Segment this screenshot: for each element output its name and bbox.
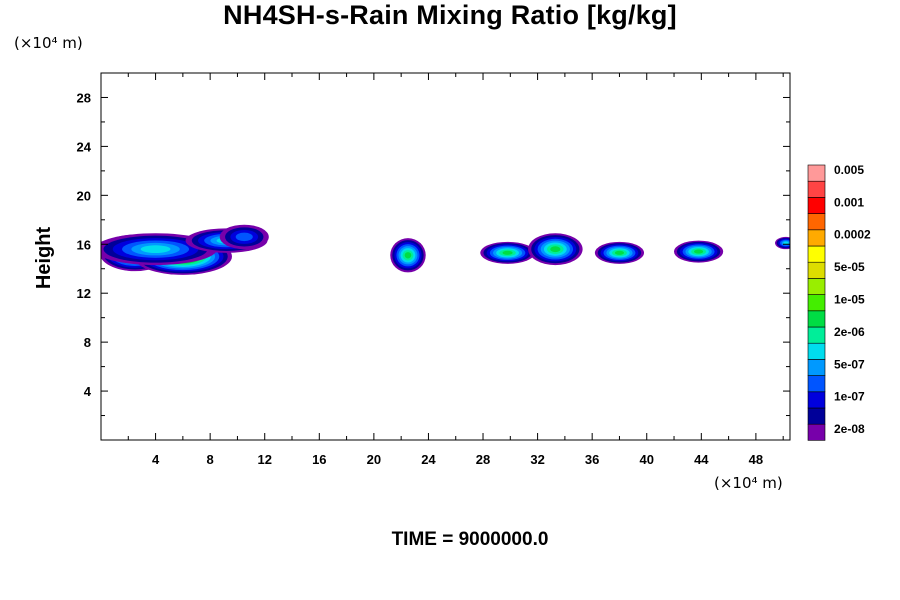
colorbar-swatch: [807, 310, 826, 328]
field-blob: [674, 240, 724, 263]
contour-level: [404, 252, 412, 259]
colorbar-swatch: [807, 213, 826, 231]
chart-title: NH4SH-s-Rain Mixing Ratio [kg/kg]: [223, 0, 677, 30]
field-blob: [219, 224, 269, 250]
colorbar-swatch: [807, 423, 826, 441]
axis-ticks: [101, 73, 790, 440]
colorbar-swatch: [807, 359, 826, 376]
contour-level: [550, 246, 561, 253]
contour-level: [235, 232, 253, 242]
y-tick-label: 28: [77, 90, 91, 105]
y-unit-label: (×10⁴ m): [14, 34, 83, 52]
x-tick-label: 36: [585, 452, 599, 467]
colorbar-swatch: [807, 342, 826, 360]
x-tick-label: 4: [152, 452, 160, 467]
x-tick-label: 24: [421, 452, 436, 467]
field-blob: [774, 236, 790, 250]
colorbar-swatch: [807, 164, 826, 182]
colorbar-swatch: [807, 278, 826, 295]
colorbar-swatch: [807, 326, 826, 344]
colorbar-label: 2e-06: [834, 325, 865, 339]
y-tick-label: 4: [84, 384, 92, 399]
field-blob: [101, 233, 217, 266]
colorbar-label: 5e-05: [834, 260, 865, 274]
field-blob: [390, 238, 426, 273]
field-blob: [594, 241, 645, 264]
contour-level: [140, 245, 171, 254]
colorbar-swatch: [807, 407, 826, 425]
field-blob: [528, 233, 583, 266]
colorbar: 2e-08 1e-07 5e-07 2e-06 1e-05 5e-05 0.0002 0.00…: [807, 163, 871, 441]
contour-level: [694, 249, 704, 254]
colorbar-swatch: [807, 245, 826, 263]
contour-level: [614, 250, 625, 255]
y-axis-title: Height: [33, 227, 55, 290]
x-unit-label: (×10⁴ m): [714, 474, 783, 492]
y-tick-label: 8: [84, 335, 91, 350]
x-tick-label: 16: [312, 452, 326, 467]
colorbar-label: 1e-07: [834, 390, 865, 404]
x-tick-labels: 4 8 12 16 20 24 28 32 36 40 44 48: [152, 452, 763, 467]
x-tick-label: 40: [640, 452, 654, 467]
contour-level: [502, 250, 513, 255]
x-tick-label: 48: [749, 452, 763, 467]
x-tick-label: 32: [530, 452, 544, 467]
colorbar-label: 0.005: [834, 163, 864, 177]
plot-frame: [100, 72, 791, 441]
colorbar-swatch: [807, 391, 826, 409]
colorbar-label: 0.0002: [834, 228, 871, 242]
y-tick-label: 20: [77, 188, 91, 203]
x-tick-label: 20: [367, 452, 381, 467]
colorbar-label: 0.001: [834, 195, 864, 209]
y-tick-label: 24: [77, 139, 92, 154]
colorbar-label: 2e-08: [834, 422, 865, 436]
x-tick-label: 8: [207, 452, 214, 467]
field-blob: [480, 241, 535, 264]
colorbar-label: 1e-05: [834, 293, 865, 307]
x-tick-label: 12: [257, 452, 271, 467]
y-tick-label: 12: [77, 286, 91, 301]
colorbar-label: 5e-07: [834, 357, 865, 371]
colorbar-swatch: [807, 294, 826, 312]
colorbar-swatch: [807, 180, 826, 198]
colorbar-swatch: [807, 229, 826, 247]
y-tick-label: 16: [77, 237, 91, 252]
y-tick-labels: 4 8 12 16 20 24 28: [77, 90, 92, 399]
x-tick-label: 28: [476, 452, 490, 467]
time-label: TIME = 9000000.0: [391, 529, 549, 550]
mixing-ratio-field: [101, 224, 790, 275]
colorbar-swatch: [807, 375, 826, 393]
colorbar-swatch: [807, 261, 826, 279]
x-tick-label: 44: [694, 452, 709, 467]
colorbar-swatch: [807, 197, 826, 214]
